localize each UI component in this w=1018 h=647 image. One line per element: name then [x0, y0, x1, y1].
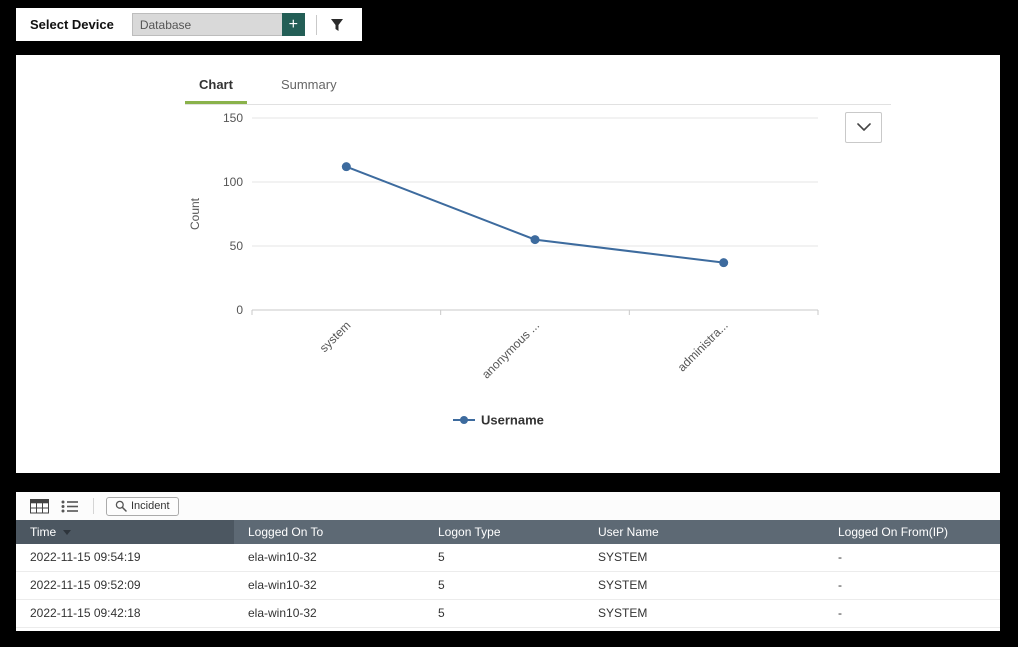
- line-chart: 0 50 100 150 Count system anonymous ... adminis…: [188, 111, 819, 428]
- chart-point[interactable]: [719, 258, 729, 268]
- x-tick-label: administra...: [675, 318, 731, 374]
- incident-button[interactable]: Incident: [106, 496, 179, 516]
- y-tick-label: 150: [223, 111, 243, 125]
- column-header-logon-type[interactable]: Logon Type: [438, 525, 501, 539]
- cell-time: 2022-11-15 09:54:19: [30, 550, 141, 564]
- cell-logon-type: 5: [438, 578, 445, 592]
- toolbar-divider: [93, 498, 94, 514]
- column-header-user-name[interactable]: User Name: [598, 525, 659, 539]
- sort-desc-icon: [63, 530, 72, 536]
- table-view-button[interactable]: [28, 497, 51, 516]
- tab-chart[interactable]: Chart: [185, 69, 247, 104]
- legend-label[interactable]: Username: [481, 413, 544, 428]
- tab-summary[interactable]: Summary: [280, 77, 337, 92]
- x-tick-label: system: [317, 318, 354, 355]
- table-row[interactable]: 2022-11-15 09:54:19 ela-win10-32 5 SYSTE…: [16, 544, 1000, 572]
- cell-user-name: SYSTEM: [598, 550, 648, 564]
- device-selector-bar: Select Device +: [16, 8, 362, 41]
- cell-user-name: SYSTEM: [598, 578, 648, 592]
- incident-button-label: Incident: [131, 500, 170, 512]
- table-row[interactable]: 2022-11-15 09:52:09 ela-win10-32 5 SYSTE…: [16, 572, 1000, 600]
- device-input-group: +: [131, 13, 305, 36]
- filter-icon: [330, 18, 343, 31]
- table-row[interactable]: 2022-11-15 09:42:18 ela-win10-32 5 SYSTE…: [16, 600, 1000, 628]
- chart-point[interactable]: [530, 235, 540, 245]
- column-header-logged-on-from-ip[interactable]: Logged On From(IP): [838, 525, 949, 539]
- chart-tabs: Chart Summary: [185, 73, 891, 105]
- cell-logged-on-to: ela-win10-32: [248, 578, 317, 592]
- toolbar-divider: [315, 14, 317, 35]
- list-icon: [61, 500, 78, 512]
- chart-point[interactable]: [341, 162, 351, 172]
- device-input[interactable]: [131, 13, 282, 36]
- y-tick-label: 0: [236, 303, 243, 317]
- x-tick-label: anonymous ...: [479, 318, 542, 381]
- table-header-row: Time Logged On To Logon Type User Name L…: [16, 520, 1000, 544]
- results-table-panel: Incident Time Logged On To Logon Type Us…: [16, 492, 1000, 631]
- collapse-chart-button[interactable]: [845, 112, 882, 143]
- legend-marker: [460, 416, 468, 424]
- cell-logon-type: 5: [438, 550, 445, 564]
- cell-logged-on-from-ip: -: [838, 578, 842, 592]
- filter-button[interactable]: [328, 16, 346, 34]
- cell-logged-on-from-ip: -: [838, 550, 842, 564]
- chart-line: [345, 165, 724, 264]
- cell-logged-on-to: ela-win10-32: [248, 550, 317, 564]
- chevron-down-icon: [856, 123, 871, 131]
- column-header-label: Time: [30, 525, 57, 539]
- column-header-time[interactable]: Time: [16, 520, 234, 544]
- cell-logon-type: 5: [438, 606, 445, 620]
- cell-user-name: SYSTEM: [598, 606, 648, 620]
- table-toolbar: Incident: [16, 492, 1000, 520]
- y-tick-label: 50: [230, 239, 244, 253]
- cell-logged-on-from-ip: -: [838, 606, 842, 620]
- cell-time: 2022-11-15 09:52:09: [30, 578, 141, 592]
- cell-time: 2022-11-15 09:42:18: [30, 606, 141, 620]
- y-tick-label: 100: [223, 175, 243, 189]
- chart-panel: Chart Summary 0 50 100 150 Count system anonym…: [16, 55, 1000, 473]
- table-icon: [30, 498, 49, 513]
- y-axis-label: Count: [188, 197, 202, 230]
- select-device-label: Select Device: [30, 17, 114, 32]
- column-header-logged-on-to[interactable]: Logged On To: [248, 525, 324, 539]
- cell-logged-on-to: ela-win10-32: [248, 606, 317, 620]
- add-device-button[interactable]: +: [281, 13, 305, 36]
- list-view-button[interactable]: [59, 498, 81, 515]
- incident-search-icon: [115, 500, 127, 512]
